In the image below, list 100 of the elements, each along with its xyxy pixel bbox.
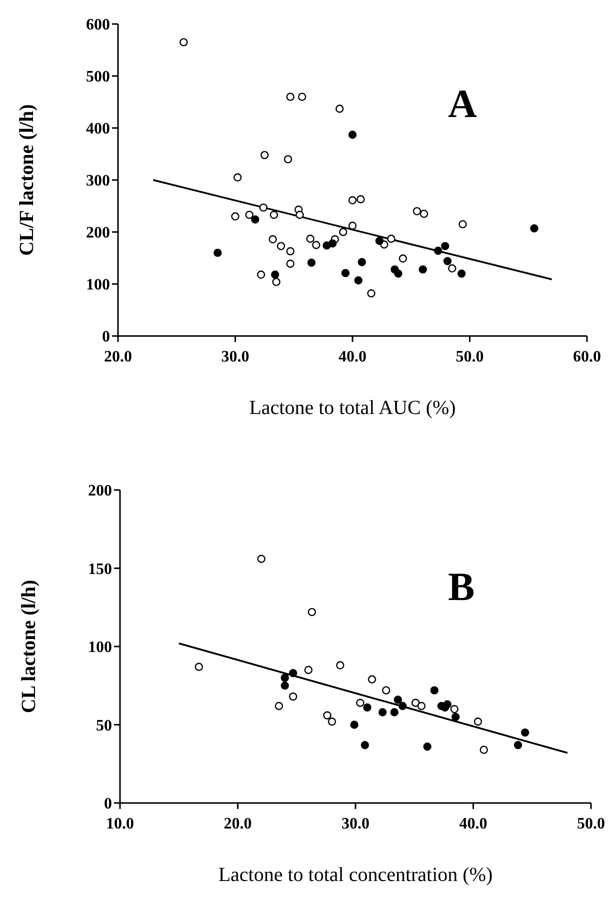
point — [514, 740, 522, 750]
y-tick-label: 500 — [86, 68, 110, 86]
point — [394, 270, 402, 278]
x-tick-label: 60.0 — [573, 348, 601, 366]
point — [387, 234, 396, 243]
point — [256, 270, 266, 279]
point — [233, 173, 242, 182]
point — [530, 224, 538, 232]
point — [448, 264, 456, 272]
point — [276, 242, 286, 250]
y-tick-label: 50 — [96, 717, 112, 734]
point — [312, 240, 320, 250]
point — [375, 236, 384, 245]
point — [411, 698, 420, 707]
point — [474, 718, 482, 726]
point — [458, 220, 467, 228]
x-tick-label: 30.0 — [221, 348, 250, 366]
point — [441, 242, 450, 250]
text: B — [448, 563, 475, 610]
point — [280, 674, 289, 682]
point — [348, 222, 357, 230]
point — [354, 276, 362, 284]
y-axis-title: CL lactone (l/h) — [18, 580, 40, 714]
x-axis-title: Lactone to total concentration (%) — [218, 864, 493, 886]
point — [350, 720, 358, 729]
x-tick-label: 40.0 — [338, 348, 366, 366]
point — [423, 742, 432, 751]
point — [398, 702, 407, 710]
point — [328, 239, 337, 248]
point — [306, 234, 314, 243]
point — [363, 703, 372, 712]
x-axis-title: Lactone to total AUC (%) — [249, 397, 456, 419]
y-tick-label: 200 — [86, 224, 110, 242]
point — [430, 686, 438, 694]
y-tick-label: 0 — [104, 796, 112, 813]
point — [412, 207, 422, 216]
point — [356, 195, 365, 204]
point — [288, 692, 298, 701]
point — [284, 155, 292, 164]
y-tick-label: 400 — [86, 120, 110, 138]
y-tick-label: 150 — [88, 560, 112, 578]
y-tick-label: 600 — [86, 16, 110, 34]
y-tick-label: 300 — [86, 172, 110, 190]
x-tick-label: 50.0 — [577, 815, 605, 832]
point — [286, 92, 294, 101]
point — [418, 265, 427, 274]
point — [304, 666, 312, 674]
point — [443, 257, 452, 266]
x-tick-label: 20.0 — [104, 348, 132, 366]
point — [341, 268, 350, 278]
point — [286, 260, 294, 268]
text: A — [448, 80, 477, 127]
point — [307, 258, 316, 267]
point — [272, 278, 280, 286]
y-tick-label: 0 — [102, 328, 110, 346]
point — [308, 608, 316, 616]
point — [378, 708, 387, 716]
point — [268, 235, 277, 244]
point — [328, 718, 336, 726]
point — [420, 210, 428, 218]
point — [348, 196, 357, 204]
point — [270, 210, 278, 219]
point — [450, 705, 459, 714]
point — [296, 210, 304, 219]
point — [348, 130, 357, 139]
point — [417, 702, 426, 710]
point — [336, 104, 344, 113]
point — [390, 708, 398, 716]
point — [520, 728, 530, 737]
x-tick-label: 20.0 — [224, 815, 252, 832]
point — [398, 254, 408, 263]
point — [434, 246, 442, 255]
point — [336, 661, 344, 670]
y-tick-label: 200 — [88, 482, 112, 500]
x-tick-label: 50.0 — [456, 348, 484, 366]
point — [214, 248, 222, 257]
point — [480, 746, 488, 754]
point — [288, 669, 298, 678]
point — [457, 270, 466, 278]
point — [257, 554, 266, 563]
point — [368, 675, 376, 684]
point — [298, 92, 306, 101]
y-tick-label: 100 — [86, 276, 110, 294]
point — [271, 270, 280, 279]
x-tick-label: 10.0 — [106, 815, 134, 832]
point — [194, 662, 203, 671]
point — [245, 210, 254, 219]
point — [280, 682, 289, 690]
point — [231, 212, 240, 220]
point — [259, 203, 268, 212]
point — [360, 740, 370, 750]
point — [323, 711, 332, 720]
point — [367, 289, 376, 298]
point — [358, 258, 366, 266]
point — [451, 712, 460, 722]
point — [394, 696, 402, 704]
x-tick-label: 40.0 — [459, 815, 488, 832]
y-axis-title: CL/F lactone (l/h) — [16, 104, 38, 256]
x-tick-label: 30.0 — [342, 815, 370, 832]
y-tick-label: 100 — [88, 639, 112, 656]
